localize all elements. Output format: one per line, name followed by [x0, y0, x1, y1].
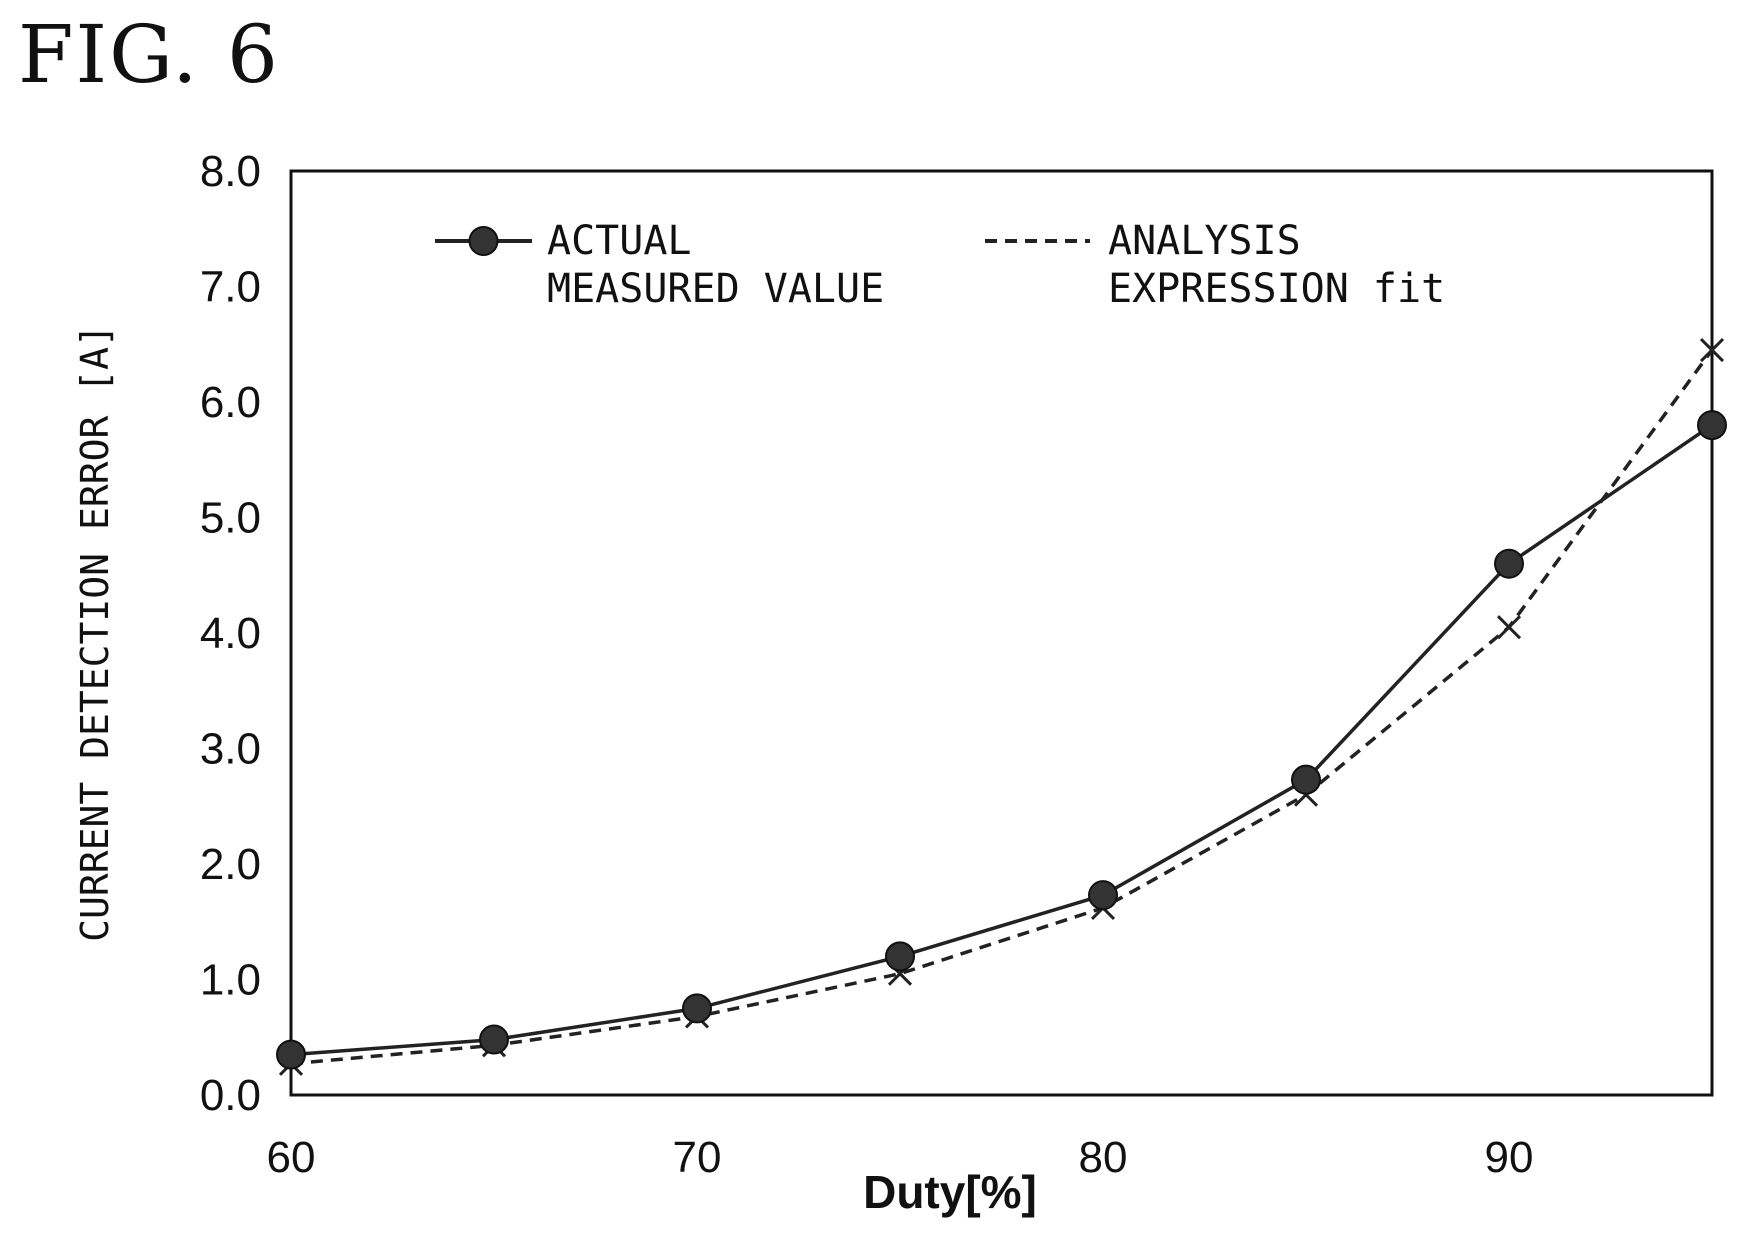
legend-label: ANALYSIS	[1108, 218, 1301, 264]
y-tick-label: 3.0	[200, 725, 261, 774]
y-tick-label: 1.0	[200, 956, 261, 1005]
y-tick-label: 4.0	[200, 609, 261, 658]
y-axis-ticks: 0.0 1.0 2.0 3.0 4.0 5.0 6.0 7.0 8.0	[200, 147, 261, 1120]
legend-label: EXPRESSION fit	[1108, 266, 1445, 312]
data-point-circle	[1291, 764, 1321, 795]
plot-area	[289, 169, 1714, 1097]
data-point-circle	[682, 993, 712, 1024]
y-tick-label: 6.0	[200, 378, 261, 427]
data-point-circle	[1697, 410, 1727, 441]
y-tick-label: 2.0	[200, 840, 261, 889]
figure-title: FIG. 6	[18, 8, 280, 101]
x-tick-label: 90	[1485, 1133, 1534, 1182]
data-point-circle	[276, 1039, 306, 1070]
legend-label: ACTUAL	[547, 218, 692, 264]
series-line-2	[290, 348, 1714, 1066]
data-point-circle	[1494, 548, 1524, 579]
x-axis-ticks: 60 70 80 90	[267, 1133, 1534, 1182]
x-tick-label: 60	[267, 1133, 316, 1182]
y-tick-label: 8.0	[200, 147, 261, 196]
data-point-x	[1496, 615, 1522, 640]
x-axis-title: Duty[%]	[863, 1166, 1037, 1218]
x-tick-label: 80	[1079, 1133, 1128, 1182]
series-line-1	[290, 423, 1713, 1057]
data-point-circle	[479, 1024, 509, 1055]
y-axis-title: CURRENT DETECTION ERROR [A]	[73, 324, 117, 942]
x-tick-label: 70	[673, 1133, 722, 1182]
y-tick-label: 0.0	[200, 1071, 261, 1120]
y-tick-label: 5.0	[200, 494, 261, 543]
data-point-x	[1699, 337, 1725, 363]
y-tick-label: 7.0	[200, 263, 261, 312]
legend-marker-circle	[468, 226, 499, 256]
legend-label: MEASURED VALUE	[547, 266, 884, 312]
data-point-circle	[1088, 880, 1118, 911]
data-point-circle	[885, 941, 915, 972]
series-layer	[276, 337, 1727, 1076]
